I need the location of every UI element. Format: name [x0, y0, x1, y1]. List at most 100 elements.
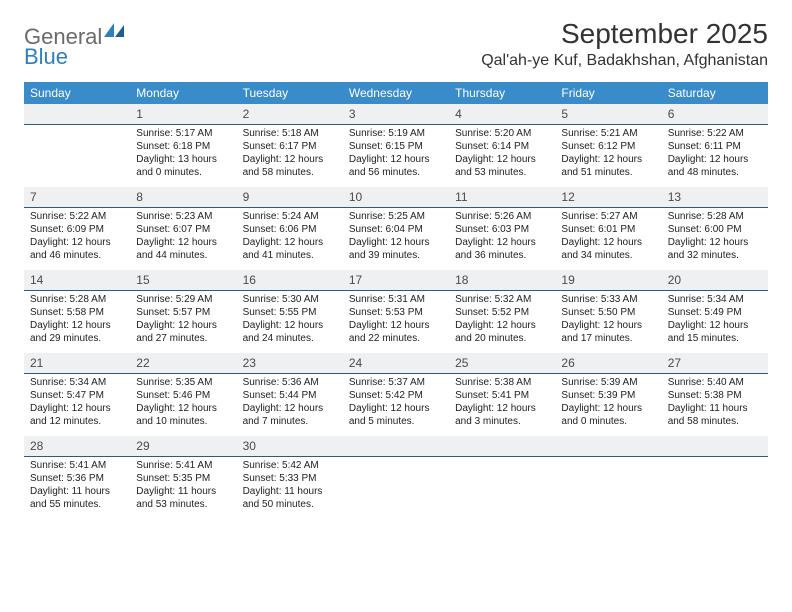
logo-sail-icon [104, 22, 126, 43]
daylight-text: Daylight: 12 hours and 34 minutes. [561, 236, 655, 262]
day-number: 5 [555, 104, 661, 124]
day-info-cell [449, 457, 555, 520]
daylight-text: Daylight: 12 hours and 0 minutes. [561, 402, 655, 428]
weekday-header: Sunday [24, 82, 130, 104]
day-number-row: 21222324252627 [24, 353, 768, 374]
day-info-cell: Sunrise: 5:37 AMSunset: 5:42 PMDaylight:… [343, 374, 449, 437]
day-number: 7 [24, 187, 130, 207]
daylight-text: Daylight: 13 hours and 0 minutes. [136, 153, 230, 179]
daylight-text: Daylight: 12 hours and 29 minutes. [30, 319, 124, 345]
sunrise-text: Sunrise: 5:26 AM [455, 210, 549, 223]
day-info: Sunrise: 5:17 AMSunset: 6:18 PMDaylight:… [136, 125, 230, 179]
day-info-cell [343, 457, 449, 520]
day-info: Sunrise: 5:34 AMSunset: 5:47 PMDaylight:… [30, 374, 124, 428]
sunset-text: Sunset: 5:49 PM [668, 306, 762, 319]
sunset-text: Sunset: 5:57 PM [136, 306, 230, 319]
day-number-cell: 25 [449, 353, 555, 374]
day-info: Sunrise: 5:33 AMSunset: 5:50 PMDaylight:… [561, 291, 655, 345]
daylight-text: Daylight: 12 hours and 56 minutes. [349, 153, 443, 179]
day-number-cell: 23 [237, 353, 343, 374]
sunset-text: Sunset: 5:36 PM [30, 472, 124, 485]
day-info: Sunrise: 5:36 AMSunset: 5:44 PMDaylight:… [243, 374, 337, 428]
day-info: Sunrise: 5:28 AMSunset: 6:00 PMDaylight:… [668, 208, 762, 262]
day-number: 15 [130, 270, 236, 290]
day-info-cell: Sunrise: 5:34 AMSunset: 5:49 PMDaylight:… [662, 291, 768, 354]
day-info: Sunrise: 5:37 AMSunset: 5:42 PMDaylight:… [349, 374, 443, 428]
day-number: 1 [130, 104, 236, 124]
day-number-cell: 2 [237, 104, 343, 125]
day-info-cell: Sunrise: 5:34 AMSunset: 5:47 PMDaylight:… [24, 374, 130, 437]
day-number: 17 [343, 270, 449, 290]
day-number: 27 [662, 353, 768, 373]
daylight-text: Daylight: 11 hours and 58 minutes. [668, 402, 762, 428]
day-info-cell [555, 457, 661, 520]
day-number-cell: 13 [662, 187, 768, 208]
sunrise-text: Sunrise: 5:20 AM [455, 127, 549, 140]
sunrise-text: Sunrise: 5:38 AM [455, 376, 549, 389]
day-number: 21 [24, 353, 130, 373]
day-number-cell: 27 [662, 353, 768, 374]
day-number: 6 [662, 104, 768, 124]
day-number-cell [343, 436, 449, 457]
day-number: 14 [24, 270, 130, 290]
daylight-text: Daylight: 12 hours and 15 minutes. [668, 319, 762, 345]
calendar-table: Sunday Monday Tuesday Wednesday Thursday… [24, 82, 768, 519]
weekday-header: Saturday [662, 82, 768, 104]
daylight-text: Daylight: 12 hours and 53 minutes. [455, 153, 549, 179]
day-info-cell: Sunrise: 5:30 AMSunset: 5:55 PMDaylight:… [237, 291, 343, 354]
day-info [561, 457, 655, 459]
day-info-cell: Sunrise: 5:22 AMSunset: 6:09 PMDaylight:… [24, 208, 130, 271]
weekday-header: Wednesday [343, 82, 449, 104]
sunrise-text: Sunrise: 5:17 AM [136, 127, 230, 140]
day-number-cell: 12 [555, 187, 661, 208]
daylight-text: Daylight: 11 hours and 50 minutes. [243, 485, 337, 511]
day-number-cell: 11 [449, 187, 555, 208]
sunset-text: Sunset: 6:01 PM [561, 223, 655, 236]
sunrise-text: Sunrise: 5:41 AM [30, 459, 124, 472]
day-info-cell: Sunrise: 5:27 AMSunset: 6:01 PMDaylight:… [555, 208, 661, 271]
daylight-text: Daylight: 12 hours and 32 minutes. [668, 236, 762, 262]
sunrise-text: Sunrise: 5:42 AM [243, 459, 337, 472]
sunset-text: Sunset: 6:14 PM [455, 140, 549, 153]
sunrise-text: Sunrise: 5:34 AM [30, 376, 124, 389]
day-info: Sunrise: 5:35 AMSunset: 5:46 PMDaylight:… [136, 374, 230, 428]
day-info-cell: Sunrise: 5:20 AMSunset: 6:14 PMDaylight:… [449, 125, 555, 188]
sunset-text: Sunset: 5:52 PM [455, 306, 549, 319]
day-number: 2 [237, 104, 343, 124]
sunrise-text: Sunrise: 5:22 AM [668, 127, 762, 140]
day-number-cell: 21 [24, 353, 130, 374]
sunset-text: Sunset: 5:35 PM [136, 472, 230, 485]
daylight-text: Daylight: 12 hours and 12 minutes. [30, 402, 124, 428]
sunrise-text: Sunrise: 5:25 AM [349, 210, 443, 223]
sunset-text: Sunset: 5:58 PM [30, 306, 124, 319]
day-info: Sunrise: 5:40 AMSunset: 5:38 PMDaylight:… [668, 374, 762, 428]
sunrise-text: Sunrise: 5:21 AM [561, 127, 655, 140]
sunrise-text: Sunrise: 5:35 AM [136, 376, 230, 389]
weekday-header-row: Sunday Monday Tuesday Wednesday Thursday… [24, 82, 768, 104]
day-number: 4 [449, 104, 555, 124]
day-info: Sunrise: 5:27 AMSunset: 6:01 PMDaylight:… [561, 208, 655, 262]
day-number: 13 [662, 187, 768, 207]
month-title: September 2025 [481, 18, 768, 50]
sunset-text: Sunset: 5:53 PM [349, 306, 443, 319]
sunset-text: Sunset: 5:39 PM [561, 389, 655, 402]
sunset-text: Sunset: 5:44 PM [243, 389, 337, 402]
daylight-text: Daylight: 12 hours and 10 minutes. [136, 402, 230, 428]
day-number-cell: 22 [130, 353, 236, 374]
day-number-cell: 18 [449, 270, 555, 291]
weekday-header: Friday [555, 82, 661, 104]
day-info-cell: Sunrise: 5:23 AMSunset: 6:07 PMDaylight:… [130, 208, 236, 271]
day-number-cell: 4 [449, 104, 555, 125]
day-number: 28 [24, 436, 130, 456]
day-info-cell: Sunrise: 5:24 AMSunset: 6:06 PMDaylight:… [237, 208, 343, 271]
day-info-cell: Sunrise: 5:31 AMSunset: 5:53 PMDaylight:… [343, 291, 449, 354]
day-info: Sunrise: 5:32 AMSunset: 5:52 PMDaylight:… [455, 291, 549, 345]
sunrise-text: Sunrise: 5:36 AM [243, 376, 337, 389]
day-number: 10 [343, 187, 449, 207]
weekday-header: Tuesday [237, 82, 343, 104]
sunset-text: Sunset: 5:42 PM [349, 389, 443, 402]
day-info-cell: Sunrise: 5:28 AMSunset: 6:00 PMDaylight:… [662, 208, 768, 271]
day-number [662, 436, 768, 442]
day-number: 11 [449, 187, 555, 207]
sunset-text: Sunset: 5:41 PM [455, 389, 549, 402]
